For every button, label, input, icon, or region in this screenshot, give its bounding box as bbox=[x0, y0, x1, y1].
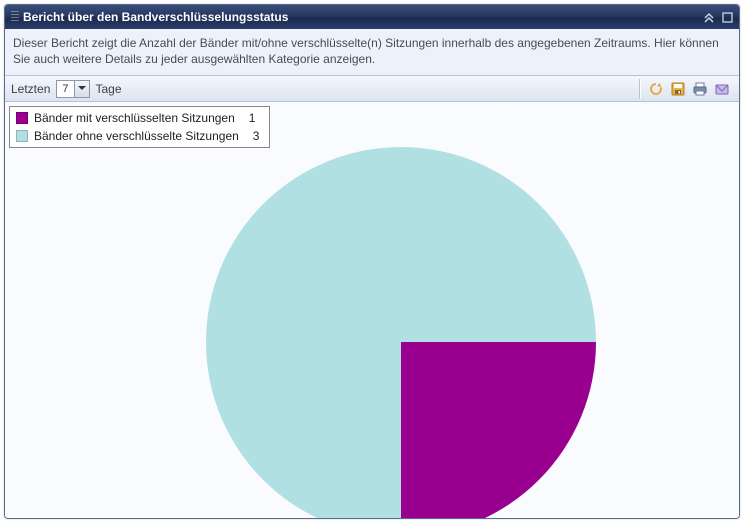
chevron-double-up-icon bbox=[703, 11, 715, 23]
refresh-button[interactable] bbox=[646, 79, 666, 99]
maximize-icon bbox=[722, 12, 733, 23]
filter-suffix: Tage bbox=[96, 82, 122, 96]
legend-item[interactable]: Bänder mit verschlüsselten Sitzungen 1 bbox=[10, 109, 269, 127]
legend-value: 3 bbox=[253, 129, 260, 143]
maximize-button[interactable] bbox=[719, 9, 735, 25]
chart-area: Bänder mit verschlüsselten Sitzungen1Bän… bbox=[5, 102, 739, 518]
days-select-value: 7 bbox=[57, 83, 73, 95]
save-icon bbox=[670, 81, 686, 97]
legend-value: 1 bbox=[249, 111, 256, 125]
titlebar-grip-icon bbox=[11, 11, 19, 23]
window-title: Bericht über den Bandverschlüsselungssta… bbox=[23, 10, 699, 24]
mail-button[interactable] bbox=[712, 79, 732, 99]
pie-slice[interactable] bbox=[401, 342, 596, 518]
filter-prefix: Letzten bbox=[11, 82, 50, 96]
toolbar: Letzten 7 Tage bbox=[5, 76, 739, 102]
days-select[interactable]: 7 bbox=[56, 80, 89, 98]
report-description: Dieser Bericht zeigt die Anzahl der Bänd… bbox=[5, 29, 739, 76]
pie-chart bbox=[5, 102, 739, 518]
titlebar: Bericht über den Bandverschlüsselungssta… bbox=[5, 5, 739, 29]
refresh-icon bbox=[648, 81, 664, 97]
print-button[interactable] bbox=[690, 79, 710, 99]
print-icon bbox=[692, 81, 708, 97]
dropdown-arrow-icon bbox=[74, 81, 89, 97]
mail-icon bbox=[714, 81, 730, 97]
report-panel: Bericht über den Bandverschlüsselungssta… bbox=[4, 4, 740, 519]
legend-swatch bbox=[16, 130, 28, 142]
collapse-button[interactable] bbox=[701, 9, 717, 25]
legend-swatch bbox=[16, 112, 28, 124]
legend-item[interactable]: Bänder ohne verschlüsselte Sitzungen 3 bbox=[10, 127, 269, 145]
legend-label: Bänder ohne verschlüsselte Sitzungen bbox=[34, 129, 239, 143]
chart-legend: Bänder mit verschlüsselten Sitzungen1Bän… bbox=[9, 106, 270, 148]
toolbar-divider bbox=[639, 79, 641, 99]
legend-label: Bänder mit verschlüsselten Sitzungen bbox=[34, 111, 235, 125]
save-button[interactable] bbox=[668, 79, 688, 99]
